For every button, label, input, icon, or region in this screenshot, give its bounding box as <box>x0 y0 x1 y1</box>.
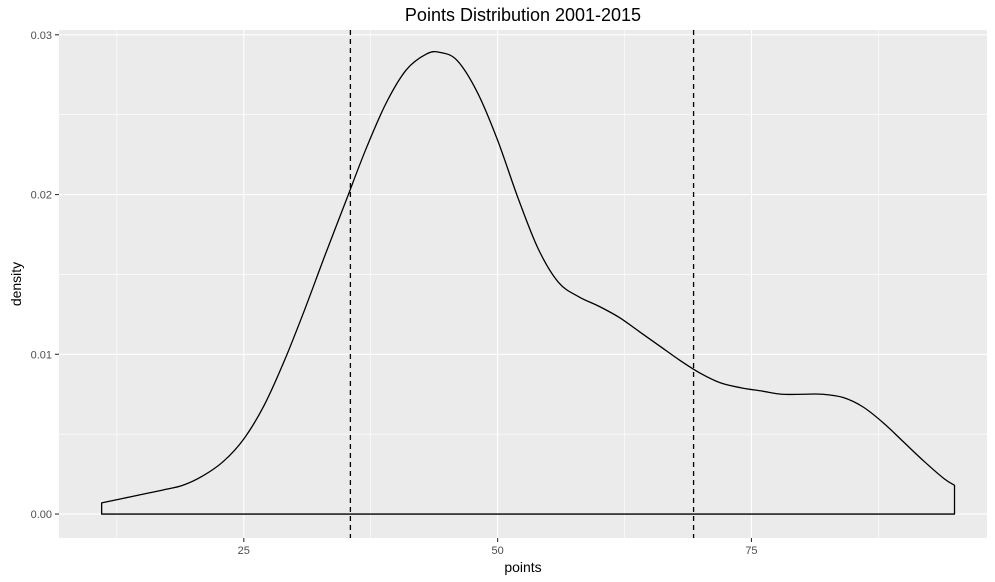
y-axis-title: density <box>8 262 24 306</box>
reference-line-layer <box>349 30 695 538</box>
density-curve <box>100 50 956 515</box>
x-tick-label: 50 <box>491 545 503 557</box>
chart-title: Points Distribution 2001-2015 <box>405 5 641 25</box>
grid-minor <box>59 30 987 538</box>
x-tick-label: 25 <box>238 545 250 557</box>
y-tick-label: 0.03 <box>31 30 52 42</box>
y-tick-label: 0.00 <box>31 509 52 521</box>
x-axis-title: points <box>504 559 541 575</box>
y-tick-label: 0.02 <box>31 190 52 202</box>
panel-background <box>59 30 987 538</box>
density-curve-layer <box>100 50 956 515</box>
x-tick-label: 75 <box>745 545 757 557</box>
y-tick-label: 0.01 <box>31 349 52 361</box>
tick-labels: 25 50 75 0.00 0.01 0.02 0.03 <box>31 30 758 557</box>
axis-ticks <box>55 34 752 542</box>
